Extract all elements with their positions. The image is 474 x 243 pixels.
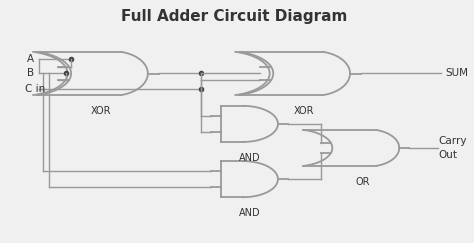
Text: XOR: XOR [91,106,111,116]
Text: B: B [27,69,34,78]
Text: AND: AND [239,208,261,218]
Text: Full Adder Circuit Diagram: Full Adder Circuit Diagram [120,9,347,24]
Text: SUM: SUM [445,69,468,78]
Text: Out: Out [438,150,457,160]
Text: XOR: XOR [293,106,314,116]
Text: Carry: Carry [438,136,467,146]
Text: A: A [27,54,34,64]
Text: OR: OR [356,177,370,187]
Text: C in: C in [25,84,45,94]
Text: AND: AND [239,153,261,163]
